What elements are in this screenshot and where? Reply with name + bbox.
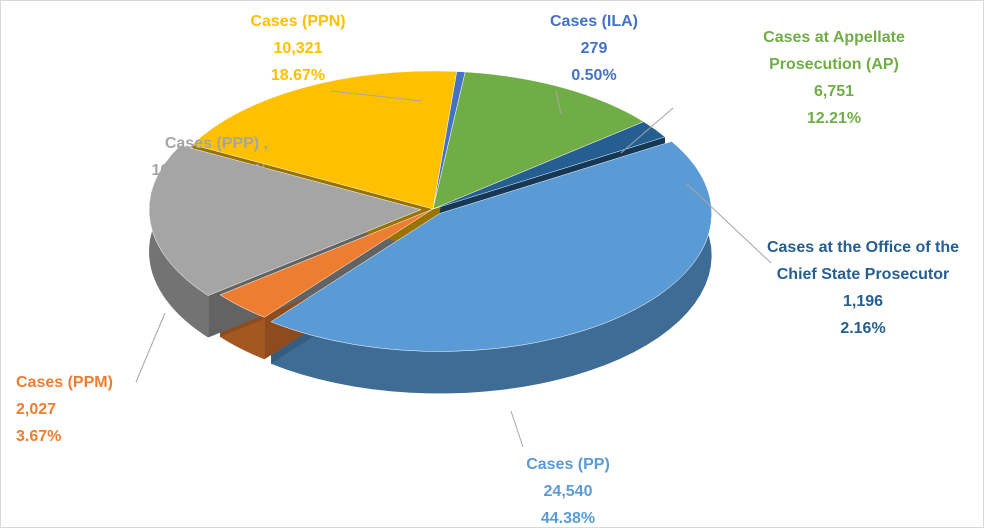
- category-label: Cases (PP): [526, 456, 610, 473]
- percentage-label: 12.21%: [806, 110, 862, 127]
- value-label: 279: [580, 40, 608, 57]
- slice-side-shade: [271, 141, 712, 394]
- value-label: 10,321: [273, 40, 323, 57]
- category-label: Cases (ILA): [549, 13, 639, 30]
- data-label: Cases at Appellate Prosecution (AP) 6,751…: [734, 24, 934, 132]
- value-label: 2,027: [16, 401, 57, 418]
- category-label: Cases at Appellate Prosecution (AP): [763, 29, 905, 73]
- value-label: 1,196: [842, 293, 884, 310]
- percentage-label: 2.16%: [840, 320, 886, 337]
- pie-slice: [148, 145, 422, 296]
- category-label: Cases at the Office of the Chief State P…: [766, 239, 960, 283]
- data-label: Cases (PP) 24,540 44.38%: [488, 451, 648, 527]
- leader-line: [135, 312, 166, 383]
- value-label: 24,540: [543, 483, 593, 500]
- leader-line: [510, 410, 524, 448]
- pie-slice: [191, 70, 458, 210]
- pie-slice: [432, 71, 645, 210]
- data-label: Cases (PPP) , 10,179 , 18.41%: [6, 130, 268, 184]
- category-label: Cases (PPP) ,: [164, 135, 268, 152]
- leader-line: [330, 90, 422, 102]
- value-label: 10,179 ,: [151, 162, 210, 179]
- leader-line: [686, 183, 772, 264]
- percentage-label: 44.38%: [540, 510, 596, 527]
- category-label: Cases (PPM): [16, 374, 113, 391]
- percentage-label: 0.50%: [571, 67, 617, 84]
- data-label: Cases at the Office of the Chief State P…: [763, 234, 963, 342]
- value-row: 10,179 , 18.41%: [6, 157, 268, 184]
- data-label: Cases (ILA) 279 0.50%: [514, 8, 674, 89]
- leader-line: [555, 90, 562, 115]
- percentage-label: 18.41%: [213, 162, 268, 179]
- data-label: Cases (PPN) 10,321 18.67%: [218, 8, 378, 89]
- data-label: Cases (PPM) 2,027 3.67%: [16, 369, 156, 450]
- percentage-label: 3.67%: [16, 428, 62, 445]
- percentage-label: 18.67%: [270, 67, 326, 84]
- pie-slice: [219, 208, 434, 318]
- pie-slice: [432, 121, 666, 210]
- slice-side: [271, 141, 712, 394]
- leader-line: [620, 107, 674, 154]
- category-label: Cases (PPN): [250, 13, 346, 30]
- pie-slice: [270, 141, 712, 352]
- value-label: 6,751: [813, 83, 855, 100]
